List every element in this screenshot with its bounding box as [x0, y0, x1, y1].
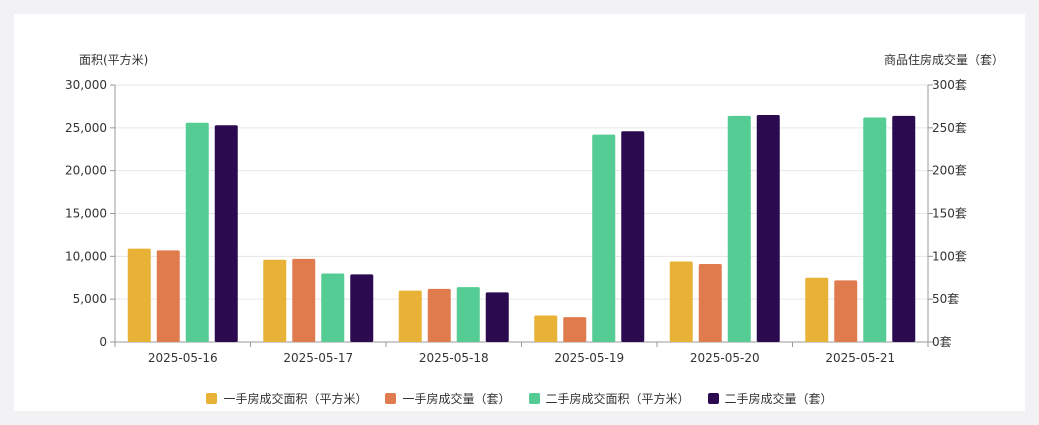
- bar[interactable]: [669, 261, 693, 342]
- bar[interactable]: [892, 115, 916, 342]
- bar[interactable]: [863, 117, 887, 342]
- bar[interactable]: [156, 250, 180, 342]
- right-axis-label: 商品住房成交量（套）: [884, 52, 1004, 67]
- bar[interactable]: [398, 290, 422, 342]
- grid-lines: [115, 84, 928, 343]
- legend-swatch: [206, 393, 218, 404]
- legend-item[interactable]: 二手房成交面积（平方米）: [528, 390, 690, 407]
- bar[interactable]: [727, 115, 751, 342]
- left-tick-label: 20,000: [65, 164, 107, 178]
- bar-chart: 0 0套 5,000 50套 10,000 100套 15,000 150套 20,000 200…: [65, 52, 1004, 365]
- right-tick-label: 100套: [932, 249, 967, 263]
- right-tick-label: 50套: [932, 292, 959, 306]
- bar[interactable]: [292, 258, 316, 342]
- left-tick-label: 25,000: [65, 121, 107, 135]
- bar[interactable]: [485, 292, 509, 342]
- legend-item[interactable]: 一手房成交面积（平方米）: [206, 390, 367, 407]
- left-tick-label: 0: [99, 335, 107, 349]
- bar[interactable]: [592, 134, 616, 342]
- legend-item[interactable]: 一手房成交量（套）: [385, 390, 511, 407]
- bar[interactable]: [563, 317, 587, 342]
- right-tick-label: 300套: [932, 78, 967, 92]
- legend-label: 二手房成交量（套）: [724, 392, 833, 406]
- bar[interactable]: [263, 259, 287, 342]
- bar[interactable]: [698, 264, 722, 342]
- right-tick-label: 150套: [932, 207, 967, 221]
- bar[interactable]: [456, 287, 480, 342]
- bar[interactable]: [834, 280, 858, 342]
- bar[interactable]: [127, 248, 151, 342]
- x-tick-label: 2025-05-17: [283, 351, 353, 365]
- bar[interactable]: [805, 277, 829, 342]
- right-tick-label: 200套: [932, 164, 967, 178]
- bar[interactable]: [756, 114, 780, 342]
- axes: 0 0套 5,000 50套 10,000 100套 15,000 150套 20,000 200…: [65, 78, 967, 365]
- left-tick-label: 5,000: [73, 292, 107, 306]
- legend-label: 二手房成交面积（平方米）: [545, 392, 690, 406]
- x-tick-label: 2025-05-21: [825, 351, 895, 365]
- legend-swatch: [385, 393, 397, 404]
- legend-item[interactable]: 二手房成交量（套）: [707, 390, 833, 407]
- right-tick-label: 0套: [932, 335, 952, 349]
- x-tick-label: 2025-05-20: [690, 351, 760, 365]
- bar[interactable]: [621, 131, 645, 342]
- legend-label: 一手房成交面积（平方米）: [223, 392, 368, 406]
- bars: [127, 114, 916, 343]
- bar[interactable]: [321, 273, 345, 342]
- bar[interactable]: [427, 288, 451, 342]
- bar[interactable]: [350, 274, 374, 342]
- x-tick-label: 2025-05-16: [148, 351, 218, 365]
- chart-card: 0 0套 5,000 50套 10,000 100套 15,000 150套 20,000 200…: [14, 14, 1025, 411]
- bar[interactable]: [534, 315, 558, 342]
- x-tick-label: 2025-05-18: [419, 351, 489, 365]
- legend-swatch: [707, 393, 719, 404]
- legend-label: 一手房成交量（套）: [402, 392, 511, 406]
- legend: 一手房成交面积（平方米） 一手房成交量（套） 二手房成交面积（平方米） 二手房成交量（…: [14, 390, 1025, 407]
- bar[interactable]: [185, 122, 209, 343]
- legend-swatch: [528, 393, 540, 404]
- left-tick-label: 15,000: [65, 207, 107, 221]
- left-tick-label: 30,000: [65, 78, 107, 92]
- x-tick-label: 2025-05-19: [554, 351, 624, 365]
- bar[interactable]: [214, 125, 238, 342]
- right-tick-label: 250套: [932, 121, 967, 135]
- left-axis-label: 面积(平方米): [79, 52, 148, 67]
- left-tick-label: 10,000: [65, 249, 107, 263]
